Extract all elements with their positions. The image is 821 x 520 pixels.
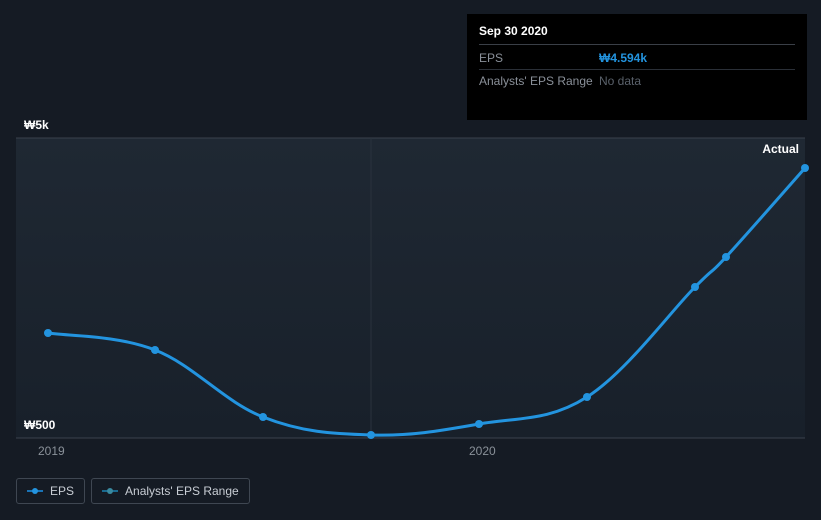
- legend-item-analysts-range[interactable]: Analysts' EPS Range: [91, 478, 250, 504]
- y-axis-top-label: ₩5k: [24, 118, 49, 132]
- chart-legend: EPS Analysts' EPS Range: [16, 478, 250, 504]
- legend-label: EPS: [50, 484, 74, 498]
- actual-label: Actual: [762, 142, 799, 156]
- tooltip-range-value: No data: [599, 72, 641, 90]
- legend-swatch-icon: [27, 486, 43, 496]
- tooltip-range-label: Analysts' EPS Range: [479, 72, 599, 90]
- tooltip-eps-value: ₩4.594k: [599, 49, 647, 67]
- legend-label: Analysts' EPS Range: [125, 484, 239, 498]
- x-axis-label: 2020: [469, 444, 496, 458]
- legend-item-eps[interactable]: EPS: [16, 478, 85, 504]
- y-axis-bottom-label: ₩500: [24, 418, 55, 432]
- tooltip-eps-label: EPS: [479, 49, 599, 67]
- legend-swatch-icon: [102, 486, 118, 496]
- tooltip-date: Sep 30 2020: [479, 22, 795, 45]
- x-axis-label: 2019: [38, 444, 65, 458]
- chart-tooltip: Sep 30 2020 EPS ₩4.594k Analysts' EPS Ra…: [467, 14, 807, 120]
